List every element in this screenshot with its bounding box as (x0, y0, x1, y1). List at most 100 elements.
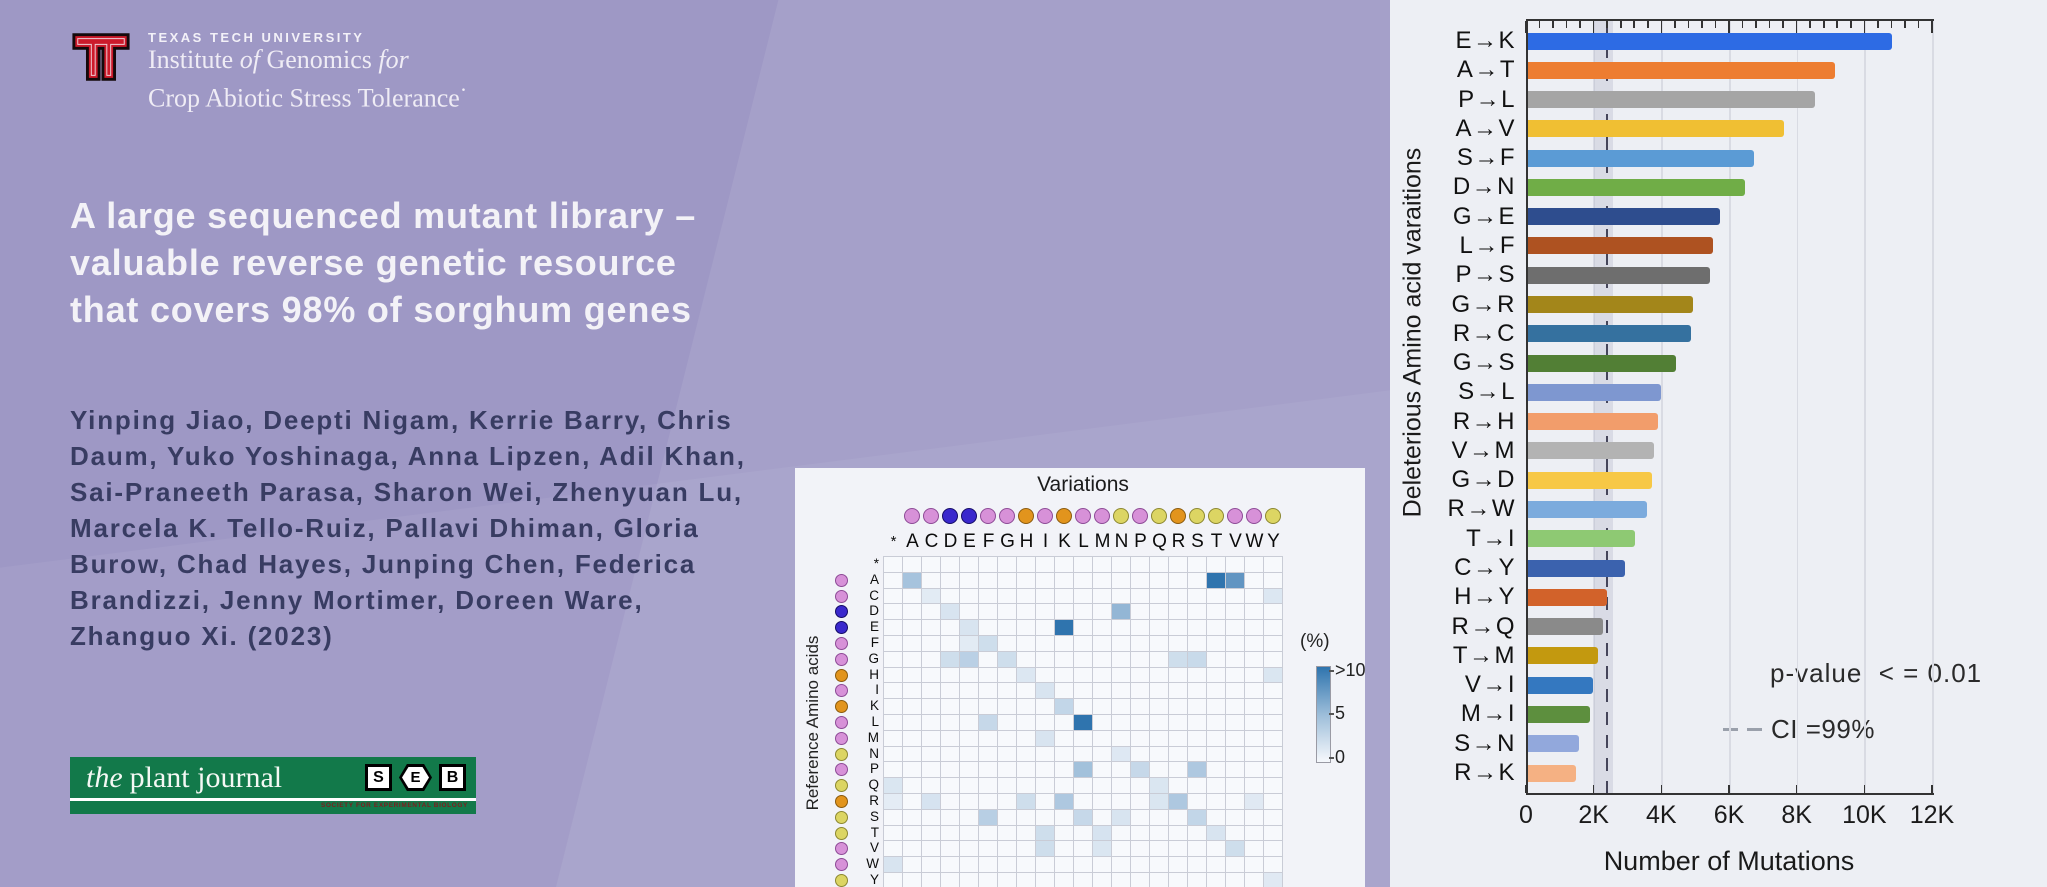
heatmap-cell-G-Q (1150, 651, 1168, 667)
bar-P→L (1527, 91, 1815, 109)
heatmap-cell-K-N (1112, 699, 1130, 714)
heatmap-cell-I-E (960, 683, 978, 699)
heatmap-column-label: M (1094, 531, 1111, 552)
bar-category-label-R→H: R→H (1452, 407, 1516, 435)
heatmap-cell-S-A (903, 809, 921, 825)
heatmap-cell-M-Q (1150, 730, 1168, 746)
top-axis-tick (1579, 21, 1581, 28)
bar-category-label-G→R: G→R (1451, 290, 1516, 318)
heatmap-cell-C-N (1112, 588, 1130, 604)
heatmap-cell-K-L (1074, 699, 1092, 714)
variation-dot-Q (1151, 508, 1167, 524)
heatmap-column-label: T (1210, 531, 1223, 552)
heatmap-cell-S-P (1131, 809, 1149, 825)
heatmap-cell-W-H (1017, 857, 1035, 872)
heatmap-grid (883, 556, 1283, 887)
heatmap-cell-L-S (1188, 714, 1206, 730)
heatmap-cell-A-Q (1150, 572, 1168, 588)
heatmap-cell-C-F (979, 588, 997, 604)
heatmap-column-label: N (1114, 531, 1129, 552)
banner-rule (70, 798, 476, 801)
heatmap-cell-D-T (1207, 604, 1225, 620)
top-axis-tick (1552, 21, 1554, 28)
heatmap-cell-P-I (1036, 762, 1054, 778)
heatmap-cell-C-L (1074, 588, 1092, 604)
reference-dot-Y (835, 874, 848, 887)
heatmap-cell-V-D (941, 841, 959, 857)
heatmap-cell-I-Y (1264, 683, 1282, 699)
heatmap-cell-R-K (1055, 793, 1073, 809)
heatmap-cell-D-H (1017, 604, 1035, 620)
heatmap-cell-*-R (1169, 557, 1187, 572)
heatmap-cell-N-A (903, 746, 921, 762)
heatmap-cell-C-H (1017, 588, 1035, 604)
bar-R→K (1527, 764, 1577, 782)
heatmap-cell-H-I (1036, 667, 1054, 683)
heatmap-column-label: V (1229, 531, 1242, 552)
heatmap-row-label: Y (869, 872, 879, 887)
heatmap-cell-V-M (1093, 841, 1111, 857)
seb-letter-s: S (365, 764, 392, 791)
variation-dot-L (1075, 508, 1091, 524)
reference-dot-M (835, 731, 848, 745)
heatmap-cell-V-H (1017, 841, 1035, 857)
heatmap-cell-V-L (1074, 841, 1092, 857)
heatmap-cell-C-I (1036, 588, 1054, 604)
heatmap-cell-R-E (960, 793, 978, 809)
heatmap-cell-N-S (1188, 746, 1206, 762)
variation-dot-D (942, 508, 958, 524)
heatmap-cell-A-C (922, 572, 940, 588)
heatmap-title: Variations (1037, 473, 1129, 496)
heatmap-cell-K-P (1131, 699, 1149, 714)
heatmap-column-label: H (1019, 531, 1034, 552)
heatmap-cell-F-M (1093, 635, 1111, 651)
heatmap-cell-F-F (979, 635, 997, 651)
heatmap-cell-E-C (922, 620, 940, 635)
heatmap-cell-C-W (1245, 588, 1263, 604)
heatmap-cell-A-N (1112, 572, 1130, 588)
author-line: Daum, Yuko Yoshinaga, Anna Lipzen, Adil … (70, 441, 746, 471)
heatmap-cell-Q-P (1131, 778, 1149, 793)
heatmap-cell-C-R (1169, 588, 1187, 604)
heatmap-cell-T-V (1226, 825, 1244, 841)
heatmap-cell-W-S (1188, 857, 1206, 872)
heatmap-row-label: V (869, 840, 879, 856)
heatmap-row-label: I (875, 682, 879, 698)
variation-dot-S (1189, 508, 1205, 524)
bar-S→N (1527, 735, 1580, 753)
heatmap-cell-Q-K (1055, 778, 1073, 793)
heatmap-cell-R-C (922, 793, 940, 809)
institute-wordmark: TEXAS TECH UNIVERSITY Institute of Genom… (148, 26, 467, 114)
heatmap-cell-D-W (1245, 604, 1263, 620)
heatmap-cell-A-W (1245, 572, 1263, 588)
heatmap-cell-P-V (1226, 762, 1244, 778)
heatmap-cell-A-I (1036, 572, 1054, 588)
heatmap-cell-G-E (960, 651, 978, 667)
heatmap-column-label: * (890, 533, 897, 550)
heatmap-cell-V-F (979, 841, 997, 857)
reference-dot-T (835, 826, 848, 840)
heatmap-cell-D-V (1226, 604, 1244, 620)
heatmap-cell-C-V (1226, 588, 1244, 604)
bar-category-label-G→D: G→D (1451, 466, 1516, 494)
heatmap-cell-L-Y (1264, 714, 1282, 730)
heatmap-cell-Y-F (979, 872, 997, 887)
heatmap-cell-Q-I (1036, 778, 1054, 793)
bar-G→D (1527, 471, 1652, 489)
heatmap-cell-D-E (960, 604, 978, 620)
heatmap-row-label: F (870, 635, 879, 650)
heatmap-cell-E-Q (1150, 620, 1168, 635)
heatmap-cell-M-H (1017, 730, 1035, 746)
heatmap-cell-M-S (1188, 730, 1206, 746)
top-axis-tick (1619, 21, 1622, 28)
heatmap-cell-W-K (1055, 857, 1073, 872)
heatmap-cell-T-T (1207, 825, 1225, 841)
heatmap-cell-Y-D (941, 872, 959, 887)
heatmap-cell-P-* (884, 762, 902, 778)
heatmap-cell-M-P (1131, 730, 1149, 746)
heatmap-cell-T-E (960, 825, 978, 841)
heatmap-cell-Q-H (1017, 778, 1035, 793)
heatmap-cell-*-V (1226, 557, 1244, 572)
heatmap-cell-S-S (1188, 809, 1206, 825)
heatmap-row-label: R (869, 793, 879, 808)
